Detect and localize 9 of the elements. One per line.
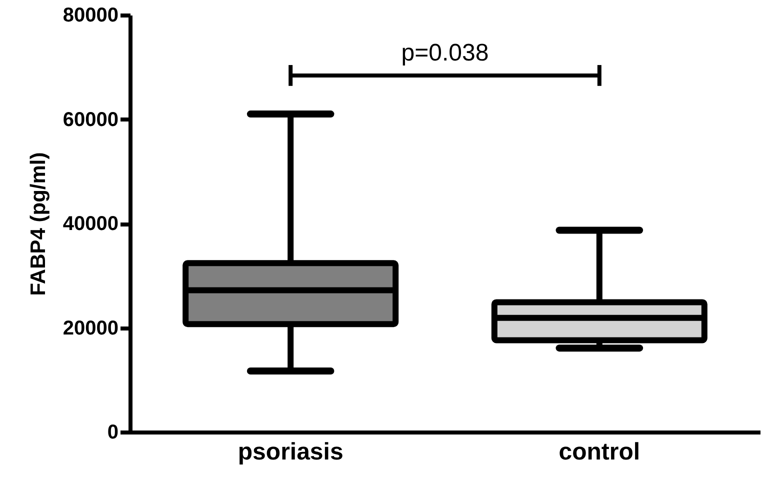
y-axis-title: FABP4 (pg/ml): [26, 152, 50, 296]
y-tick-label: 20000: [62, 317, 118, 340]
annotation: p=0.038: [401, 39, 489, 66]
y-tick-label: 80000: [62, 4, 118, 26]
y-tick-label: 60000: [62, 108, 118, 131]
y-tick-label: 40000: [62, 213, 118, 235]
y-tick-label: 0: [107, 422, 118, 444]
x-tick-label: psoriasis: [238, 438, 344, 466]
x-tick-label: control: [558, 438, 640, 466]
